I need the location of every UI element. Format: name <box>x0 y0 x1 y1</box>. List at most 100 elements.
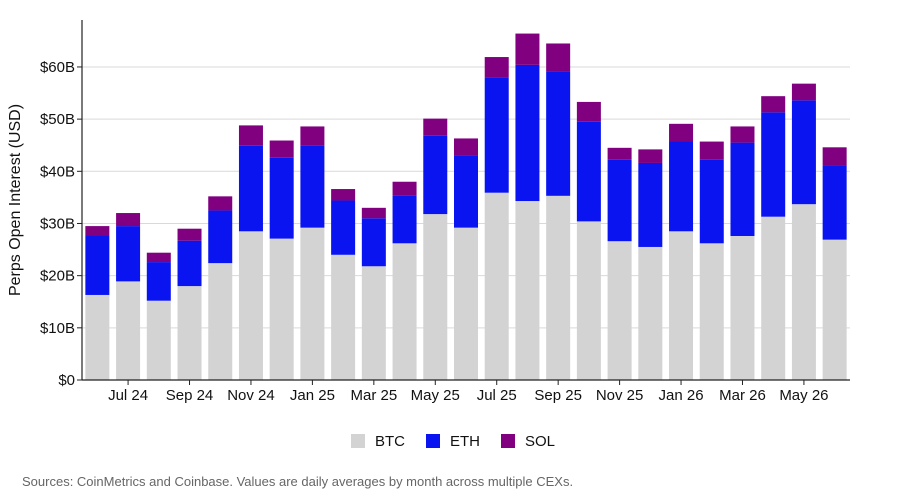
y-tick-label: $10B <box>40 320 75 337</box>
bar-segment-btc <box>392 243 417 380</box>
bar-segment-sol <box>638 149 663 163</box>
bar-segment-eth <box>822 165 847 240</box>
bar-segment-btc <box>269 238 294 380</box>
bar-segment-eth <box>607 159 632 242</box>
legend-swatch-eth <box>426 434 440 448</box>
y-tick-label: $20B <box>40 268 75 285</box>
bar-segment-eth <box>331 200 356 255</box>
x-tick-label: Jul 25 <box>477 387 517 404</box>
bar-segment-eth <box>576 121 601 222</box>
x-tick-label: Sep 24 <box>166 387 214 404</box>
bar-segment-btc <box>177 286 202 380</box>
y-tick-label: $60B <box>40 59 75 76</box>
legend-swatch-sol <box>501 434 515 448</box>
x-tick-label: May 26 <box>779 387 828 404</box>
bar-segment-btc <box>576 221 601 380</box>
bar-segment-btc <box>669 231 694 380</box>
bar-segment-eth <box>761 112 786 217</box>
bar-segment-btc <box>423 214 448 380</box>
bar-segment-eth <box>146 262 171 301</box>
x-tick-label: Jul 24 <box>108 387 148 404</box>
y-tick-label: $30B <box>40 215 75 232</box>
bar-segment-sol <box>484 57 509 78</box>
bar-segment-btc <box>638 246 663 380</box>
y-axis-tick-labels: $0 $10B $20B $30B $40B $50B $60B <box>40 59 82 389</box>
bar-segment-btc <box>238 231 263 380</box>
bar-segment-eth <box>85 235 110 295</box>
x-tick-label: May 25 <box>411 387 460 404</box>
bar-segment-sol <box>822 147 847 166</box>
bar-segment-eth <box>423 135 448 215</box>
axes <box>81 20 850 381</box>
bar-segment-eth <box>546 71 571 196</box>
bar-segment-eth <box>454 155 478 228</box>
bar-segment-eth <box>269 157 294 239</box>
bars <box>85 33 847 380</box>
y-tick-label: $50B <box>40 111 75 128</box>
bar-segment-eth <box>484 77 509 193</box>
bar-segment-sol <box>208 196 233 211</box>
bar-segment-sol <box>238 125 263 146</box>
bar-segment-btc <box>730 236 755 380</box>
bar-segment-eth <box>515 64 540 202</box>
bar-segment-eth <box>361 218 386 267</box>
legend-label-eth: ETH <box>450 433 480 450</box>
x-tick-label: Nov 24 <box>227 387 275 404</box>
bar-segment-sol <box>761 96 786 113</box>
bar-segment-sol <box>269 140 294 158</box>
bar-segment-btc <box>607 241 632 380</box>
bar-segment-eth <box>300 145 325 228</box>
x-axis-tick-labels: Jul 24 Sep 24 Nov 24 Jan 25 Mar 25 May 25 Jul … <box>108 380 829 404</box>
bar-segment-eth <box>177 240 202 287</box>
x-tick-label: Jan 25 <box>290 387 335 404</box>
y-tick-label: $40B <box>40 163 75 180</box>
bar-segment-btc <box>515 201 540 380</box>
bar-segment-eth <box>791 100 816 205</box>
bar-segment-btc <box>546 195 571 380</box>
legend: BTC ETH SOL <box>351 433 555 450</box>
bar-segment-sol <box>146 252 171 263</box>
bar-segment-sol <box>576 101 601 122</box>
bar-segment-btc <box>146 300 171 380</box>
x-tick-label: Mar 25 <box>350 387 397 404</box>
bar-segment-btc <box>208 263 233 380</box>
bar-segment-sol <box>177 228 202 241</box>
legend-label-sol: SOL <box>525 433 555 450</box>
x-tick-label: Sep 25 <box>534 387 582 404</box>
bar-segment-eth <box>238 145 263 232</box>
y-axis-title: Perps Open Interest (USD) <box>7 104 24 296</box>
bar-segment-sol <box>454 138 478 156</box>
bar-segment-btc <box>454 227 478 380</box>
bar-segment-btc <box>116 281 141 380</box>
x-tick-label: Nov 25 <box>596 387 644 404</box>
source-note: Sources: CoinMetrics and Coinbase. Value… <box>22 474 574 489</box>
bar-segment-eth <box>116 226 141 282</box>
bar-segment-sol <box>392 181 417 196</box>
bar-segment-sol <box>515 33 540 65</box>
bar-segment-btc <box>484 192 509 380</box>
bar-segment-btc <box>761 216 786 380</box>
bar-segment-eth <box>392 195 417 244</box>
legend-label-btc: BTC <box>375 433 405 450</box>
bar-segment-btc <box>822 239 847 380</box>
bar-segment-btc <box>699 243 724 380</box>
y-tick-label: $0 <box>58 372 75 389</box>
bar-segment-sol <box>300 126 325 146</box>
x-tick-label: Jan 26 <box>659 387 704 404</box>
bar-segment-sol <box>730 126 755 143</box>
bar-segment-sol <box>331 189 356 201</box>
bar-segment-sol <box>116 213 141 227</box>
x-tick-label: Mar 26 <box>719 387 766 404</box>
bar-segment-btc <box>300 227 325 380</box>
legend-swatch-btc <box>351 434 365 448</box>
bar-segment-btc <box>791 204 816 380</box>
bar-segment-eth <box>669 141 694 232</box>
bar-segment-sol <box>791 83 816 101</box>
bar-segment-sol <box>607 147 632 160</box>
bar-segment-sol <box>361 207 386 219</box>
bar-segment-btc <box>331 254 356 380</box>
bar-segment-sol <box>85 226 110 236</box>
bar-segment-sol <box>699 141 724 160</box>
stacked-bar-chart: $0 $10B $20B $30B $40B $50B $60B Jul 24 Sep 24 N… <box>7 20 850 450</box>
bar-segment-eth <box>730 142 755 236</box>
